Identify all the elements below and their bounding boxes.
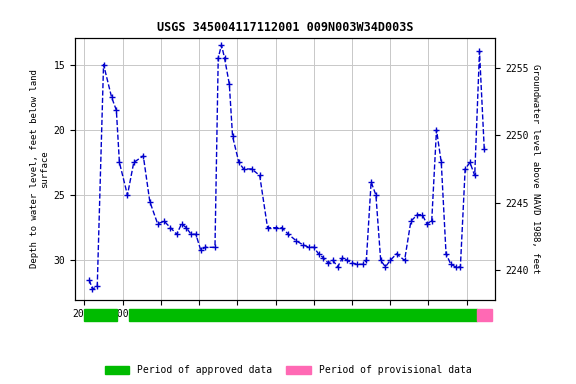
Legend: Period of approved data, Period of provisional data: Period of approved data, Period of provi… (101, 361, 475, 379)
Y-axis label: Depth to water level, feet below land
surface: Depth to water level, feet below land su… (30, 70, 49, 268)
Title: USGS 345004117112001 009N003W34D003S: USGS 345004117112001 009N003W34D003S (157, 22, 414, 35)
Y-axis label: Groundwater level above NAVD 1988, feet: Groundwater level above NAVD 1988, feet (530, 64, 540, 274)
